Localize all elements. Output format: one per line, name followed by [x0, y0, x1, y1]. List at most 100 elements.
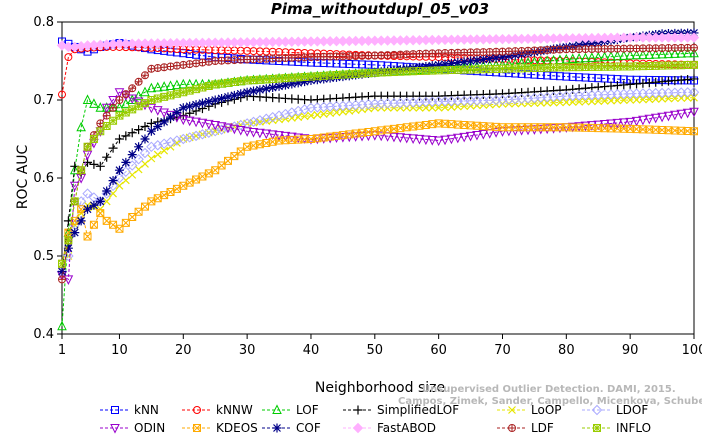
marker-lof	[618, 50, 629, 60]
marker-inflo	[128, 105, 137, 114]
marker-loop	[677, 94, 686, 103]
marker-odin	[274, 131, 284, 141]
marker-kdeos	[172, 184, 181, 193]
marker-kdeos	[128, 213, 137, 221]
marker-knn	[581, 73, 590, 82]
marker-kdeos	[96, 209, 105, 218]
series-odin	[57, 88, 699, 286]
marker-knn	[192, 50, 201, 59]
marker-loop	[409, 103, 418, 112]
marker-loop	[645, 95, 654, 104]
x-tick-label: 1	[58, 343, 66, 358]
marker-cof	[223, 92, 233, 102]
marker-loop	[613, 96, 622, 105]
marker-kdeos	[313, 134, 322, 143]
marker-ldof	[178, 133, 189, 145]
x-tick-label: 30	[239, 343, 256, 358]
marker-kdeos	[204, 169, 213, 178]
series-line-kdeos	[61, 122, 695, 264]
marker-lof	[676, 48, 687, 58]
marker-odin	[344, 132, 355, 143]
marker-knn	[600, 74, 609, 83]
marker-odin	[204, 119, 214, 130]
marker-kdeos	[236, 147, 245, 156]
legend-label: KDEOS	[216, 421, 258, 434]
marker-cof	[236, 89, 246, 99]
marker-odin	[606, 119, 616, 130]
marker-odin	[229, 124, 240, 135]
marker-loop	[626, 96, 635, 104]
marker-knn	[562, 72, 571, 81]
marker-lof	[178, 78, 189, 89]
x-tick-label: 50	[367, 343, 384, 358]
marker-inflo	[58, 259, 66, 268]
marker-ldf	[109, 103, 118, 112]
marker-knn	[543, 71, 552, 80]
marker-loop	[594, 97, 603, 106]
marker-lof	[574, 53, 584, 63]
marker-lof	[152, 81, 163, 92]
marker-kdeos	[249, 141, 258, 150]
marker-odin	[440, 135, 450, 146]
marker-kdeos	[370, 127, 379, 136]
marker-odin	[644, 114, 655, 125]
series-line-loop	[61, 97, 695, 272]
marker-ldof	[299, 104, 310, 115]
marker-odin	[69, 181, 80, 192]
marker-knn	[568, 72, 577, 81]
marker-odin	[146, 103, 157, 114]
legend-label: INFLO	[616, 421, 651, 434]
marker-odin	[401, 133, 412, 144]
marker-ldof	[267, 111, 278, 123]
marker-lof	[606, 51, 616, 61]
marker-inflo	[147, 96, 156, 104]
marker-inflo	[160, 92, 169, 101]
marker-loop	[587, 97, 596, 106]
y-tick-label: 0.8	[33, 15, 54, 30]
marker-ldof	[101, 188, 112, 199]
marker-inflo	[77, 166, 86, 175]
legend-item-simplifiedlof: SimplifiedLOF	[343, 403, 459, 417]
marker-kdeos	[102, 216, 111, 225]
marker-inflo	[96, 127, 105, 136]
marker-ldof	[280, 108, 291, 120]
marker-loop	[568, 98, 577, 107]
marker-lof	[82, 94, 93, 104]
marker-lof	[69, 164, 80, 175]
marker-inflo	[121, 108, 130, 117]
marker-cof	[249, 86, 259, 96]
marker-loop	[664, 94, 673, 103]
marker-cof	[574, 40, 584, 50]
legend-marker	[193, 424, 201, 432]
marker-cof	[268, 83, 278, 93]
marker-lof	[670, 48, 680, 58]
marker-kdeos	[364, 127, 373, 136]
legend-marker	[352, 422, 364, 434]
marker-inflo	[204, 81, 213, 90]
marker-lof	[631, 49, 642, 60]
marker-ldof	[190, 130, 202, 142]
marker-cof	[280, 80, 290, 90]
marker-knn	[351, 60, 360, 69]
marker-ldof	[127, 160, 138, 171]
marker-inflo	[217, 79, 226, 88]
marker-odin	[459, 132, 469, 143]
marker-ldof	[292, 105, 304, 117]
marker-inflo	[236, 77, 245, 86]
marker-knnw	[58, 90, 66, 99]
marker-kdeos	[409, 122, 418, 131]
marker-loop	[658, 94, 667, 103]
marker-kdeos	[198, 172, 207, 181]
legend-marker	[591, 404, 603, 416]
marker-lof	[76, 121, 86, 132]
marker-odin	[465, 131, 476, 142]
marker-kdeos	[396, 124, 405, 133]
marker-odin	[127, 94, 138, 105]
marker-ldf	[115, 96, 124, 104]
marker-odin	[184, 116, 195, 127]
marker-odin	[255, 128, 265, 139]
marker-loop	[115, 181, 124, 190]
marker-simplifiedlof	[114, 134, 124, 144]
marker-lof	[682, 47, 693, 58]
